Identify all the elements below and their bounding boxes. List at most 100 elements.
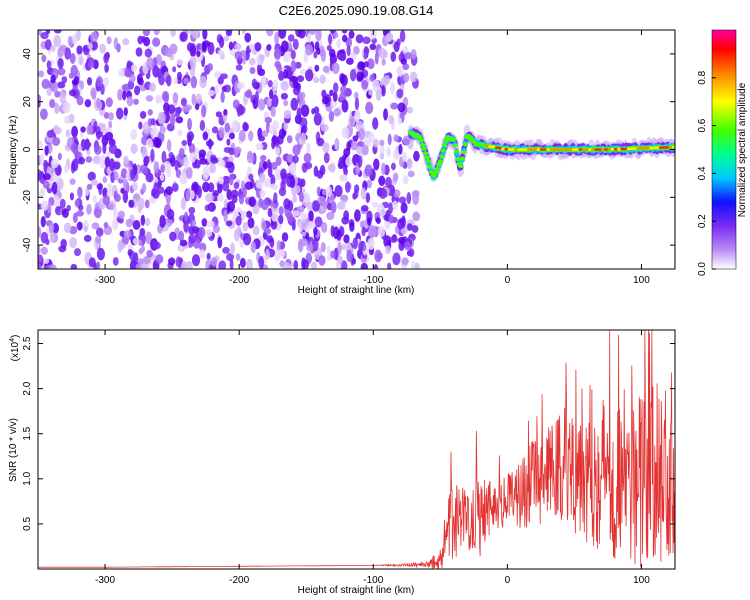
noise-blob (281, 232, 289, 242)
noise-blob (264, 116, 273, 124)
noise-blob (411, 260, 416, 269)
signal-cell (433, 170, 439, 175)
x-tick-label: -100 (363, 575, 383, 586)
signal-cell (443, 138, 449, 143)
noise-blob (127, 248, 133, 257)
noise-blob (142, 256, 151, 265)
noise-blob (343, 234, 350, 244)
noise-blob (337, 201, 346, 210)
noise-blob (218, 36, 225, 49)
noise-blob (308, 30, 316, 36)
noise-blob (201, 218, 208, 227)
noise-blob (155, 254, 164, 264)
noise-blob (145, 155, 150, 164)
noise-blob (321, 89, 327, 98)
noise-blob (184, 104, 192, 111)
noise-blob (69, 53, 76, 64)
noise-blob (166, 195, 171, 207)
figure-title: C2E6.2025.090.19.08.G14 (279, 3, 434, 18)
noise-blob (259, 154, 267, 161)
noise-blob (385, 245, 391, 255)
signal-cell (452, 143, 458, 148)
noise-blob (153, 136, 160, 148)
noise-blob (102, 176, 108, 184)
noise-blob (266, 44, 272, 51)
colorbar-tick-label: 0.0 (697, 262, 708, 276)
noise-blob (234, 43, 242, 51)
noise-blob (275, 156, 282, 166)
noise-blob (360, 262, 368, 269)
noise-blob (275, 147, 281, 156)
noise-blob (38, 139, 43, 151)
noise-blob (38, 101, 41, 108)
noise-blob (267, 165, 273, 178)
noise-blob (87, 42, 93, 50)
noise-blob (93, 120, 98, 132)
noise-blob (38, 70, 45, 78)
noise-blob (91, 222, 100, 230)
noise-blob (139, 111, 147, 119)
noise-blob (393, 148, 400, 161)
noise-blob (354, 91, 359, 100)
noise-blob (68, 89, 77, 97)
noise-blob (102, 141, 107, 155)
noise-blob (77, 186, 83, 199)
noise-blob (342, 34, 348, 43)
noise-blob (88, 257, 96, 268)
signal-core (617, 147, 622, 151)
noise-blob (163, 93, 170, 103)
noise-blob (390, 162, 396, 171)
noise-blob (234, 50, 243, 60)
signal-core (533, 148, 538, 151)
noise-blob (305, 69, 314, 82)
noise-blob (320, 242, 326, 253)
noise-blob (314, 64, 320, 72)
noise-blob (271, 94, 279, 108)
noise-blob (337, 161, 345, 170)
noise-blob (360, 205, 369, 212)
noise-blob (235, 253, 241, 261)
noise-blob (38, 225, 42, 239)
noise-blob (194, 159, 201, 169)
noise-blob (222, 175, 231, 185)
noise-blob (341, 99, 349, 113)
colorbar-tick-label: 0.4 (697, 166, 708, 180)
noise-blob (85, 156, 93, 163)
noise-blob (104, 52, 109, 62)
noise-blob (334, 140, 339, 150)
noise-blob (223, 209, 228, 223)
noise-blob (286, 153, 294, 163)
signal-core (568, 148, 574, 151)
colorbar-tick-label: 0.6 (697, 118, 708, 132)
noise-blob (173, 77, 178, 85)
noise-blob (199, 75, 207, 89)
noise-blob (117, 242, 126, 250)
noise-blob (133, 252, 139, 265)
noise-blob (100, 83, 105, 95)
noise-blob (272, 120, 279, 130)
signal-core (665, 146, 670, 149)
noise-blob (159, 174, 165, 182)
colorbar-tick-label: 0.8 (697, 70, 708, 84)
noise-blob (185, 189, 191, 202)
noise-blob (266, 30, 274, 37)
noise-blob (163, 161, 171, 172)
noise-blob (232, 99, 240, 110)
noise-blob (86, 183, 93, 190)
noise-blob (150, 126, 159, 140)
noise-blob (104, 131, 114, 141)
noise-blob (122, 89, 127, 101)
noise-blob (329, 89, 334, 97)
noise-blob (159, 214, 166, 228)
noise-blob (90, 40, 98, 51)
noise-blob (350, 68, 357, 82)
noise-blob (280, 250, 286, 258)
noise-blob (397, 236, 406, 244)
noise-blob (397, 102, 406, 113)
noise-blob (183, 77, 189, 85)
noise-blob (292, 144, 301, 156)
noise-blob (258, 135, 266, 142)
noise-blob (312, 76, 320, 83)
